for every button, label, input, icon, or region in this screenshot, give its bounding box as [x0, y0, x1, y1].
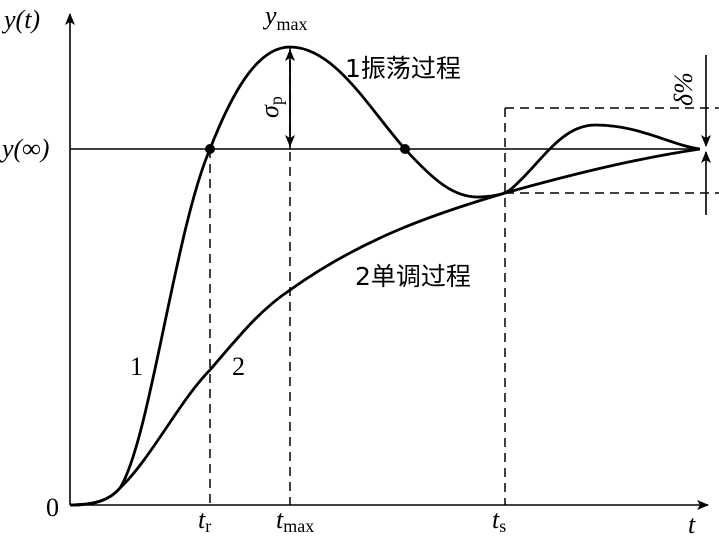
base: y: [262, 1, 277, 30]
ts-label: ts: [492, 505, 506, 536]
x-axis-label: t: [688, 510, 696, 536]
sub: max: [283, 516, 314, 536]
ymax-label: ymax: [262, 1, 308, 34]
sub: p: [266, 96, 286, 105]
sub: max: [277, 14, 308, 34]
y-inf-label: y(∞): [0, 134, 49, 163]
tr-label: tr: [198, 505, 211, 536]
sigma-label: σp: [255, 96, 286, 118]
tmax-label: tmax: [276, 505, 314, 536]
base: σ: [255, 104, 284, 118]
sub: s: [499, 516, 506, 536]
curve-1: [69, 45, 701, 507]
base: t: [492, 505, 500, 534]
curve-2-number: 2: [232, 352, 245, 381]
point: [400, 144, 410, 154]
point: [205, 144, 215, 154]
base: t: [276, 505, 284, 534]
y-axis-label: y(t): [1, 5, 40, 34]
curve-1-name: 1振荡过程: [345, 54, 461, 83]
delta-label: δ%: [669, 72, 698, 106]
curve-2-name: 2单调过程: [355, 262, 471, 291]
curve-2: [69, 147, 701, 507]
base: t: [198, 505, 206, 534]
origin-label: 0: [46, 493, 59, 522]
curve-1-number: 1: [130, 352, 143, 381]
sub: r: [205, 516, 211, 536]
